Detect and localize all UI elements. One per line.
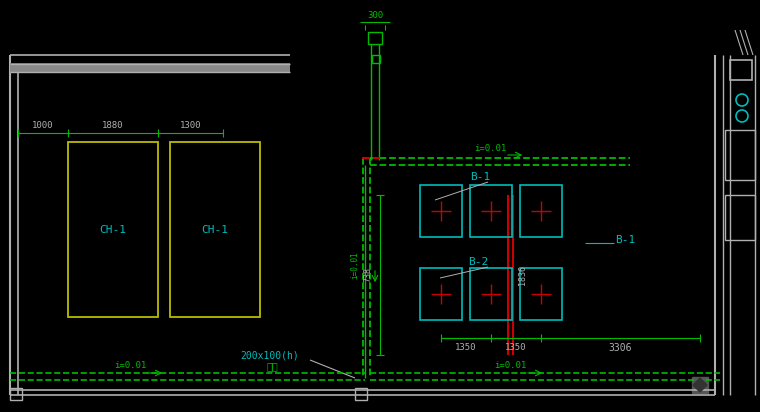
Bar [368,32,382,44]
Text: 3306: 3306 [608,343,632,353]
Bar [520,268,562,320]
Text: 1300: 1300 [180,120,201,129]
Text: B-2: B-2 [468,257,488,267]
Bar [355,388,367,400]
Text: 1880: 1880 [103,120,124,129]
Text: B-1: B-1 [615,235,635,245]
Bar [420,268,462,320]
Text: CH-1: CH-1 [100,225,126,235]
Text: 地沟: 地沟 [266,361,278,371]
Bar [725,130,755,180]
Text: 1350: 1350 [505,344,527,353]
Text: 300: 300 [367,10,383,19]
Bar [170,142,260,317]
Text: B-1: B-1 [470,172,490,182]
Text: i=0.01: i=0.01 [350,251,359,279]
Text: i=0.01: i=0.01 [114,361,146,370]
Bar [10,388,22,400]
Text: 200x100(h): 200x100(h) [241,351,299,361]
Text: 738: 738 [363,267,372,283]
Bar [730,60,752,80]
Text: i=0.01: i=0.01 [494,361,526,370]
Bar [520,185,562,237]
Bar [470,268,512,320]
Text: 1836: 1836 [518,265,527,285]
Bar [725,195,755,240]
Text: 1000: 1000 [32,120,54,129]
Bar [68,142,158,317]
Text: i=0.01: i=0.01 [474,143,506,152]
Bar [420,185,462,237]
Text: CH-1: CH-1 [201,225,229,235]
Text: 1350: 1350 [455,344,477,353]
Bar [372,55,380,63]
Bar [470,185,512,237]
